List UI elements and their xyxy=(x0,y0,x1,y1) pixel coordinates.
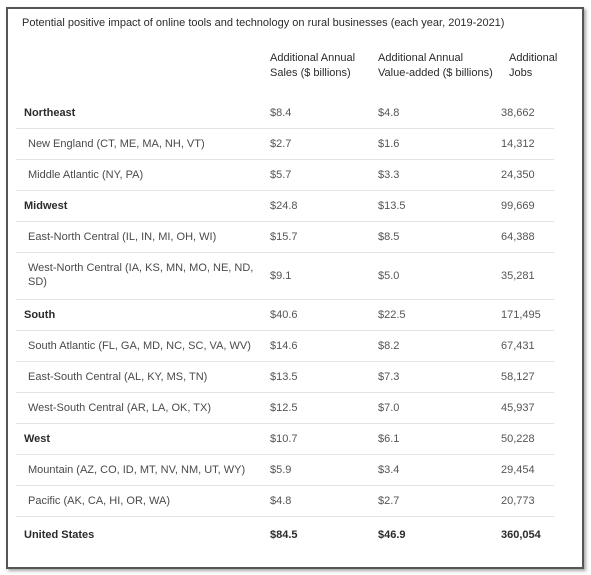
cell-sales: $9.1 xyxy=(270,269,292,282)
row-label: East-North Central (IL, IN, MI, OH, WI) xyxy=(28,230,217,243)
row-label: West xyxy=(24,432,51,445)
cell-jobs: 99,669 xyxy=(501,199,535,212)
cell-sales: $8.4 xyxy=(270,106,292,119)
cell-value-added: $3.4 xyxy=(378,463,400,476)
table-row: New England (CT, ME, MA, NH, VT) $2.7 $1.6… xyxy=(16,128,554,160)
cell-sales: $24.8 xyxy=(270,199,298,212)
table-row: Pacific (AK, CA, HI, OR, WA) $4.8 $2.7 20,7… xyxy=(16,485,554,517)
table-row: South Atlantic (FL, GA, MD, NC, SC, VA, … xyxy=(16,330,554,362)
table-row: Mountain (AZ, CO, ID, MT, NV, NM, UT, WY… xyxy=(16,454,554,486)
row-label: Midwest xyxy=(24,199,68,212)
column-header-line: Sales ($ billions) xyxy=(270,67,351,79)
cell-jobs: 67,431 xyxy=(501,339,535,352)
row-label: New England (CT, ME, MA, NH, VT) xyxy=(28,137,205,150)
cell-jobs: 24,350 xyxy=(501,168,535,181)
cell-value-added: $1.6 xyxy=(378,137,400,150)
cell-sales: $84.5 xyxy=(270,529,298,541)
table-row: West $10.7 $6.1 50,228 xyxy=(16,423,554,455)
cell-sales: $5.7 xyxy=(270,168,292,181)
column-header-line: Additional xyxy=(509,52,558,64)
cell-value-added: $3.3 xyxy=(378,168,400,181)
table-frame xyxy=(6,7,584,569)
column-header-jobs: Additional Jobs xyxy=(509,51,557,81)
row-label: Pacific (AK, CA, HI, OR, WA) xyxy=(28,494,170,507)
table-row: South $40.6 $22.5 171,495 xyxy=(16,299,554,331)
cell-sales: $4.8 xyxy=(270,494,292,507)
cell-jobs: 360,054 xyxy=(501,529,541,541)
row-label: Mountain (AZ, CO, ID, MT, NV, NM, UT, WY… xyxy=(28,463,246,476)
cell-jobs: 38,662 xyxy=(501,106,535,119)
cell-value-added: $46.9 xyxy=(378,529,406,541)
cell-jobs: 45,937 xyxy=(501,401,535,414)
cell-sales: $13.5 xyxy=(270,370,298,383)
cell-jobs: 20,773 xyxy=(501,494,535,507)
cell-jobs: 29,454 xyxy=(501,463,535,476)
column-header-line: Additional Annual xyxy=(270,52,356,64)
cell-value-added: $22.5 xyxy=(378,308,406,321)
column-header-sales: Additional Annual Sales ($ billions) xyxy=(270,51,355,81)
row-label: South xyxy=(24,308,56,321)
cell-value-added: $2.7 xyxy=(378,494,400,507)
table-row: Midwest $24.8 $13.5 99,669 xyxy=(16,190,554,222)
cell-sales: $10.7 xyxy=(270,432,298,445)
table-row: United States $84.5 $46.9 360,054 xyxy=(16,516,554,554)
cell-sales: $40.6 xyxy=(270,308,298,321)
row-label: West-South Central (AR, LA, OK, TX) xyxy=(28,401,211,414)
row-label: United States xyxy=(24,529,95,541)
table-row: Middle Atlantic (NY, PA) $5.7 $3.3 24,350 xyxy=(16,159,554,191)
table-row: East-North Central (IL, IN, MI, OH, WI) $… xyxy=(16,221,554,253)
cell-jobs: 35,281 xyxy=(501,269,535,282)
cell-jobs: 50,228 xyxy=(501,432,535,445)
cell-jobs: 58,127 xyxy=(501,370,535,383)
table-row: East-South Central (AL, KY, MS, TN) $13.5… xyxy=(16,361,554,393)
row-label: East-South Central (AL, KY, MS, TN) xyxy=(28,370,208,383)
cell-sales: $12.5 xyxy=(270,401,298,414)
column-header-line: Jobs xyxy=(509,67,533,79)
cell-value-added: $6.1 xyxy=(378,432,400,445)
row-label: South Atlantic (FL, GA, MD, NC, SC, VA, … xyxy=(28,339,251,352)
cell-value-added: $13.5 xyxy=(378,199,406,212)
table-title: Potential positive impact of online tool… xyxy=(22,17,505,29)
row-label: Northeast xyxy=(24,106,76,119)
cell-jobs: 14,312 xyxy=(501,137,535,150)
table-row: West-South Central (AR, LA, OK, TX) $12.5… xyxy=(16,392,554,424)
cell-value-added: $5.0 xyxy=(378,269,400,282)
row-label: West-North Central (IA, KS, MN, MO, NE, … xyxy=(28,262,254,288)
cell-value-added: $4.8 xyxy=(378,106,400,119)
cell-value-added: $7.0 xyxy=(378,401,400,414)
cell-sales: $14.6 xyxy=(270,339,298,352)
cell-value-added: $8.2 xyxy=(378,339,400,352)
cell-jobs: 64,388 xyxy=(501,230,535,243)
column-header-line: Value-added ($ billions) xyxy=(378,67,493,79)
table-row: Northeast $8.4 $4.8 38,662 xyxy=(16,97,554,129)
cell-sales: $15.7 xyxy=(270,230,298,243)
column-header-value-added: Additional Annual Value-added ($ billion… xyxy=(378,51,493,81)
cell-value-added: $7.3 xyxy=(378,370,400,383)
cell-sales: $2.7 xyxy=(270,137,292,150)
cell-value-added: $8.5 xyxy=(378,230,400,243)
cell-sales: $5.9 xyxy=(270,463,292,476)
row-label: Middle Atlantic (NY, PA) xyxy=(28,168,144,181)
table-row: West-North Central (IA, KS, MN, MO, NE, … xyxy=(16,252,554,300)
cell-jobs: 171,495 xyxy=(501,308,541,321)
column-header-line: Additional Annual xyxy=(378,52,464,64)
